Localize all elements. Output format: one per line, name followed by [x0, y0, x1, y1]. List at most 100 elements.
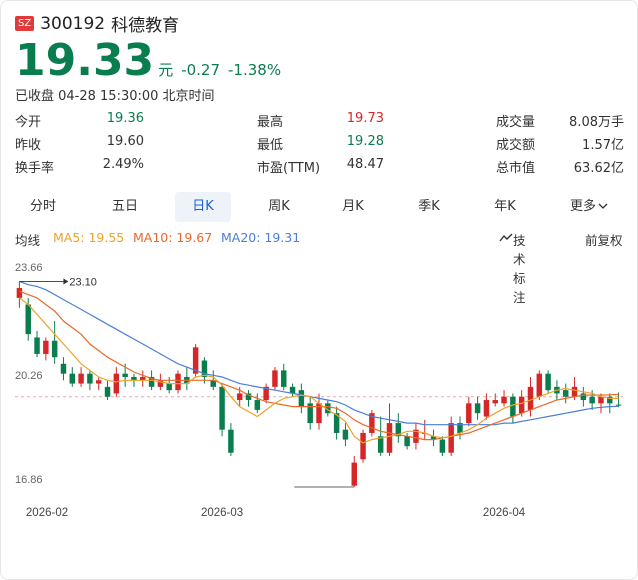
- candle-body: [157, 380, 164, 387]
- candle-body: [272, 370, 278, 387]
- candle-body: [87, 373, 93, 384]
- candle-body: [580, 393, 587, 401]
- candle-body: [342, 429, 349, 440]
- stock-name: 科德教育: [111, 16, 180, 36]
- candle-body: [78, 373, 84, 384]
- candle-body: [457, 423, 463, 433]
- price-unit: 元: [158, 61, 174, 79]
- candle-body: [60, 363, 67, 374]
- tab-2[interactable]: 日K: [175, 192, 231, 222]
- stat-label: 市盈(TTM): [257, 161, 321, 176]
- x-tick-label: 2026-04: [483, 507, 526, 519]
- current-price: 19.33: [15, 35, 155, 86]
- candle-body: [351, 462, 357, 486]
- tab-3[interactable]: 周K: [268, 199, 290, 214]
- candle-body: [210, 380, 216, 387]
- tab-1[interactable]: 五日: [111, 199, 138, 214]
- candle-body: [228, 429, 234, 453]
- ma-legend: 均线 MA5: 19.55 MA10: 19.67 MA20: 19.31 技术…: [15, 230, 627, 305]
- tab-6[interactable]: 年K: [494, 199, 516, 214]
- stat-value: 19.60: [106, 134, 144, 149]
- adjust-button[interactable]: 前复权: [585, 233, 623, 248]
- tech-annotation-toggle[interactable]: 技术标注: [499, 230, 526, 305]
- stat-label: 总市值: [496, 161, 536, 176]
- stat-value: 63.62亿: [573, 161, 624, 176]
- candle-body: [51, 340, 58, 358]
- exchange-badge: SZ: [15, 16, 35, 31]
- kline-chart[interactable]: 23.66 20.26 16.86 23.10 2026-02 2026-03 2026-0…: [1, 251, 637, 521]
- candle-body: [104, 386, 111, 397]
- stat-label: 成交额: [496, 138, 536, 153]
- ma-title[interactable]: 均线: [15, 233, 41, 248]
- stat-label: 昨收: [15, 138, 42, 153]
- candle-body: [430, 436, 437, 440]
- candle-body: [140, 376, 146, 381]
- x-tick-label: 2026-03: [201, 507, 243, 519]
- candle-body: [113, 373, 120, 394]
- price-change: -0.27: [181, 61, 221, 79]
- candle-body: [254, 400, 261, 410]
- stat-value: 2.49%: [102, 157, 144, 172]
- stats-table: 今开 19.36 最高 19.73 成交量 8.08万手昨收 19.60 最低 19.28 成交额…: [15, 111, 625, 180]
- stat-value: 48.47: [346, 157, 384, 172]
- candle-body: [492, 400, 498, 404]
- candle-body: [589, 396, 595, 404]
- chevron-down-icon: [598, 203, 608, 209]
- candle-body: [201, 360, 208, 377]
- candle-body: [527, 386, 534, 410]
- candle-body: [219, 386, 225, 430]
- stat-label: 今开: [15, 115, 42, 130]
- candle-body: [360, 432, 366, 460]
- stat-value: 19.28: [346, 134, 384, 149]
- candle-body: [386, 423, 393, 453]
- stat-label: 成交量: [496, 115, 536, 130]
- tech-annotation-label: 技术标注: [513, 233, 526, 305]
- y-tick-label: 20.26: [15, 370, 43, 382]
- stat-label: 最高: [257, 115, 284, 130]
- x-tick-label: 2026-02: [26, 507, 68, 519]
- candle-body: [25, 304, 31, 335]
- tab-4[interactable]: 月K: [342, 199, 364, 214]
- max-arrow-head: [63, 278, 69, 285]
- ma20-line: [19, 280, 619, 426]
- candle-body: [333, 413, 340, 433]
- stat-value: 19.73: [346, 111, 384, 126]
- market-status: 已收盘 04-28 15:30:00 北京时间: [15, 89, 215, 104]
- candle-body: [536, 373, 543, 397]
- candle-body: [413, 429, 419, 443]
- candle-body: [607, 396, 613, 404]
- stat-label: 最低: [257, 138, 284, 153]
- stat-value: 19.36: [106, 111, 144, 126]
- candle-body: [166, 383, 172, 391]
- candle-body: [562, 390, 569, 397]
- candle-body: [236, 393, 243, 401]
- candle-body: [43, 340, 49, 354]
- stats-row: 换手率 2.49% 市盈(TTM) 48.47 总市值 63.62亿: [15, 157, 625, 180]
- candle-body: [263, 386, 269, 401]
- candle-body: [69, 373, 76, 384]
- candle-body: [95, 380, 102, 384]
- candle-body: [192, 347, 199, 374]
- ma20-label: MA20: 19.31: [221, 230, 301, 245]
- price-row: 19.33 元 -0.27 -1.38%: [15, 39, 281, 83]
- tab-7[interactable]: 更多: [561, 192, 617, 222]
- candle-body: [448, 423, 454, 453]
- candle-body: [307, 403, 313, 424]
- candle-body: [404, 436, 410, 447]
- candle-body: [615, 404, 622, 406]
- price-change-pct: -1.38%: [228, 61, 282, 79]
- stats-row: 昨收 19.60 最低 19.28 成交额 1.57亿: [15, 134, 625, 157]
- tab-0[interactable]: 分时: [29, 199, 56, 214]
- candle-body: [122, 373, 128, 377]
- ma5-line: [19, 297, 619, 444]
- candle-body: [16, 288, 23, 298]
- candle-body: [289, 386, 296, 394]
- stat-value: 8.08万手: [569, 115, 624, 130]
- candle-body: [325, 403, 331, 414]
- stat-label: 换手率: [15, 161, 55, 176]
- stock-header: SZ 300192 科德教育: [15, 11, 179, 36]
- candle-body: [148, 376, 155, 387]
- stock-code: 300192: [40, 13, 106, 34]
- tab-5[interactable]: 季K: [418, 199, 440, 214]
